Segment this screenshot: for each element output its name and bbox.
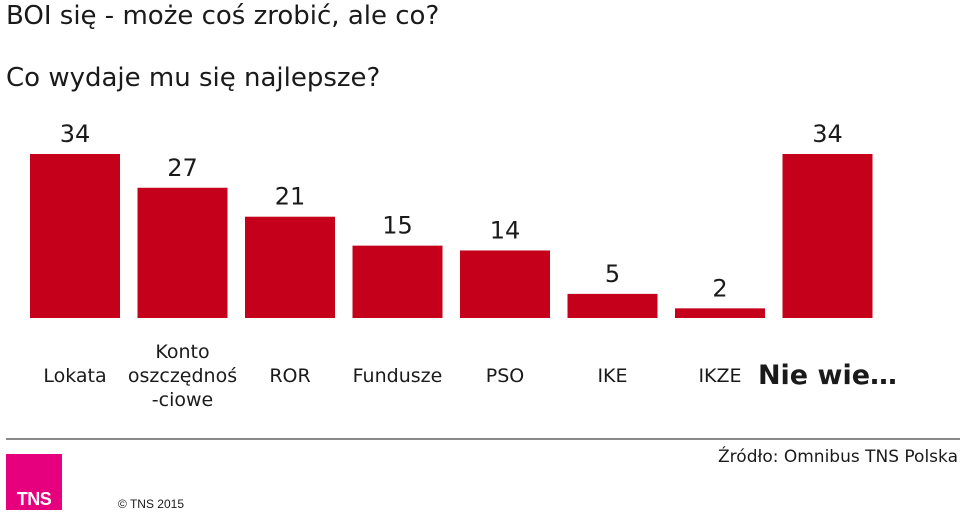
- tns-logo: TNS: [6, 454, 62, 510]
- copyright-note: © TNS 2015: [118, 497, 184, 511]
- category-label: Nie wie…: [758, 360, 897, 391]
- footer-divider: [6, 438, 960, 440]
- source-note: Źródło: Omnibus TNS Polska: [718, 447, 958, 467]
- bar: [675, 308, 765, 318]
- bar: [245, 216, 335, 318]
- category-label: oszczędnoś: [128, 365, 237, 387]
- chart-subtitle: Co wydaje mu się najlepsze?: [6, 63, 381, 93]
- category-label: PSO: [486, 365, 524, 387]
- data-label: 21: [275, 183, 306, 211]
- category-label: IKZE: [698, 365, 741, 387]
- bar: [567, 293, 658, 318]
- category-label: ROR: [269, 365, 310, 387]
- data-label: 34: [60, 120, 91, 148]
- data-label: 15: [382, 212, 413, 240]
- bar: [137, 187, 228, 318]
- data-label: 14: [490, 216, 521, 244]
- chart-title: BOI się - może coś zrobić, ale co?: [6, 1, 440, 31]
- category-label: Konto: [155, 341, 209, 363]
- bar: [460, 250, 550, 318]
- data-label: 5: [605, 260, 620, 288]
- data-label: 34: [812, 120, 843, 148]
- category-label: -ciowe: [152, 389, 213, 411]
- data-label: 27: [167, 154, 198, 182]
- category-label: Lokata: [43, 365, 106, 387]
- tns-logo-text: TNS: [16, 489, 52, 509]
- bar: [782, 154, 873, 318]
- bar: [30, 154, 120, 318]
- category-label: Fundusze: [353, 365, 443, 387]
- bar: [352, 245, 443, 318]
- data-label: 2: [712, 274, 727, 302]
- category-label: IKE: [597, 365, 627, 387]
